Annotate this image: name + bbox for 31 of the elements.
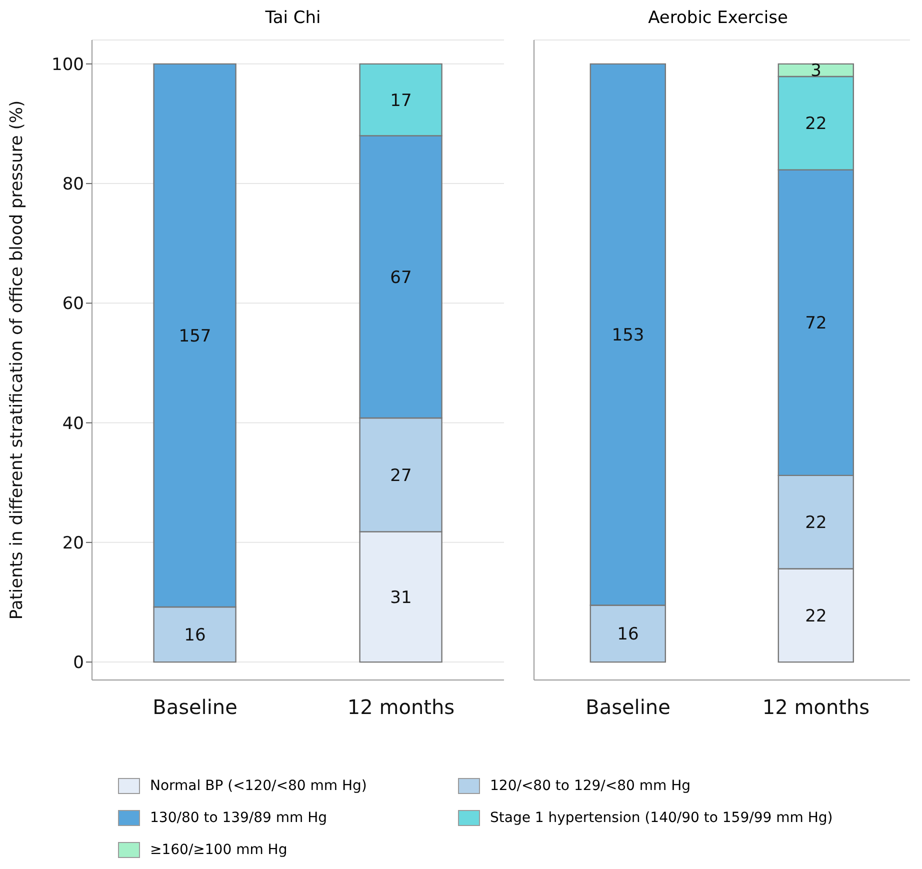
annotation: 67: [390, 268, 412, 288]
y-tick-label: 80: [62, 174, 84, 195]
y-tick-label: 60: [62, 294, 84, 314]
y-tick-label: 0: [73, 653, 84, 674]
legend-label: ≥160/≥100 mm Hg: [150, 842, 288, 858]
annotation: 72: [805, 314, 827, 334]
legend-label: 120/<80 to 129/<80 mm Hg: [490, 778, 691, 794]
y-tick-label: 40: [62, 414, 84, 434]
annotation: 16: [184, 626, 206, 646]
annotation: 31: [390, 588, 412, 608]
annotation: 22: [805, 606, 827, 626]
legend-label: Stage 1 hypertension (140/90 to 159/99 mm Hg): [490, 810, 833, 826]
y-tick-label: 100: [52, 54, 84, 75]
x-tick-label: Baseline: [586, 695, 670, 720]
y-tick-label: 20: [62, 533, 84, 554]
annotation: 16: [617, 624, 639, 645]
chart-title: Tai Chi: [264, 8, 322, 30]
annotation: 17: [390, 90, 412, 111]
x-tick-label: 12 months: [762, 695, 870, 720]
legend-label: Normal BP (<120/<80 mm Hg): [150, 778, 367, 794]
annotation: 3: [810, 61, 822, 82]
x-tick-label: Baseline: [152, 695, 238, 720]
annotation: 157: [178, 326, 212, 347]
annotation: 22: [805, 114, 827, 134]
legend-label: 130/80 to 139/89 mm Hg: [150, 810, 328, 826]
annotation: 153: [612, 326, 644, 346]
chart-title: Aerobic Exercise: [647, 8, 789, 30]
annotation: 22: [805, 513, 827, 534]
y-axis-title: Patients in different stratification of office blood pressure (%): [7, 100, 28, 620]
x-tick-label: 12 months: [347, 695, 455, 720]
annotation: 27: [390, 466, 412, 486]
